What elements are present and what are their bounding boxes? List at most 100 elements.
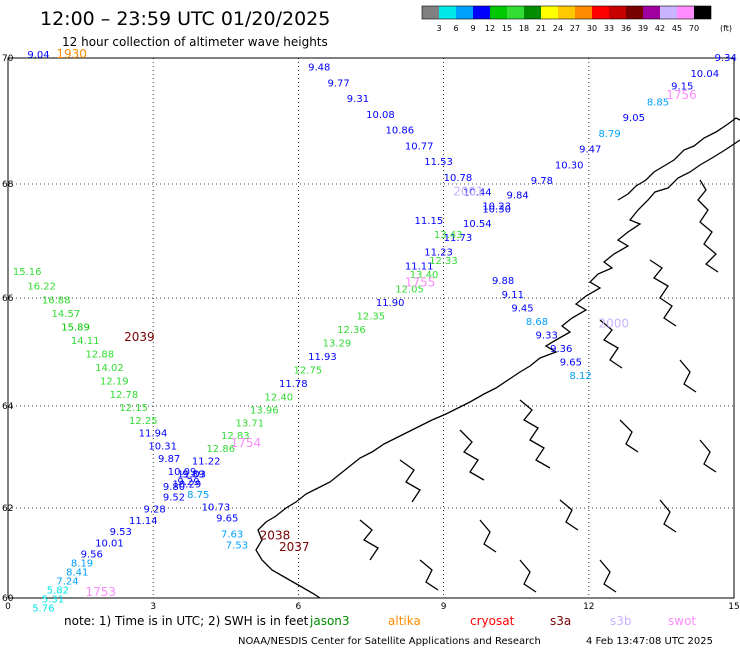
legend-label: 30 bbox=[587, 24, 597, 33]
legend-label: 24 bbox=[553, 24, 563, 33]
wave-height-value: 9.31 bbox=[347, 94, 369, 105]
wave-height-value: 9.05 bbox=[623, 113, 645, 124]
wave-height-value: 9.29 bbox=[177, 477, 199, 488]
legend-label: 18 bbox=[519, 24, 529, 33]
wave-height-value: 10.73 bbox=[202, 502, 231, 513]
legend-swatch bbox=[456, 6, 473, 19]
legend-swatch bbox=[473, 6, 490, 19]
wave-height-value: 12.33 bbox=[429, 256, 458, 267]
wave-height-value: 14.02 bbox=[95, 363, 124, 374]
y-tick-label: 70 bbox=[2, 54, 14, 64]
wave-height-value: 16.22 bbox=[27, 281, 56, 292]
pass-time-label: 1754 bbox=[231, 436, 262, 450]
color-legend: 3 6 9 12 15 18 21 24 27 30 33 36 39 42 45 70 bbox=[421, 5, 712, 33]
legend-label: 15 bbox=[502, 24, 512, 33]
wave-height-value: 10.78 bbox=[444, 173, 473, 184]
wave-height-value: 10.54 bbox=[463, 219, 492, 230]
x-tick-label: 15 bbox=[728, 602, 739, 612]
pass-time-label: 1930 bbox=[56, 47, 87, 61]
map-gridlines bbox=[8, 58, 734, 598]
satellite-altika: altika bbox=[388, 614, 421, 628]
legend-swatch bbox=[524, 6, 541, 19]
wave-height-value: 14.57 bbox=[52, 309, 81, 320]
wave-height-value: 9.65 bbox=[216, 514, 238, 525]
wave-height-value: 11.22 bbox=[192, 457, 221, 468]
legend-swatch bbox=[507, 6, 524, 19]
legend-label: 6 bbox=[453, 24, 458, 33]
wave-height-value: 12.36 bbox=[337, 325, 366, 336]
wave-height-value: 9.87 bbox=[158, 454, 180, 465]
wave-height-value: 11.93 bbox=[308, 352, 337, 363]
wave-height-value: 9.33 bbox=[536, 331, 558, 342]
wave-height-value: 13.40 bbox=[410, 270, 439, 281]
legend-label: 27 bbox=[570, 24, 580, 33]
legend-label: 45 bbox=[672, 24, 682, 33]
wave-height-value: 12.75 bbox=[294, 366, 323, 377]
pass-time-label: 1756 bbox=[666, 88, 697, 102]
pass-time-label: 2000 bbox=[598, 317, 629, 331]
wave-height-value: 9.28 bbox=[144, 505, 166, 516]
legend-label: 3 bbox=[436, 24, 441, 33]
legend-swatch bbox=[575, 6, 592, 19]
legend-label: 39 bbox=[638, 24, 648, 33]
legend-swatch bbox=[694, 6, 711, 19]
wave-height-value: 5.82 bbox=[47, 586, 69, 597]
legend-swatch bbox=[660, 6, 677, 19]
wave-height-value: 11.73 bbox=[444, 233, 473, 244]
satellite-legend: jason3 altika cryosat s3a s3b swot bbox=[309, 614, 696, 628]
wave-height-value: 10.29 bbox=[173, 480, 202, 491]
wave-height-value: 9.11 bbox=[502, 290, 524, 301]
legend-unit: (ft) bbox=[720, 24, 732, 33]
wave-height-value: 10.86 bbox=[386, 126, 415, 137]
legend-swatch bbox=[592, 6, 609, 19]
pass-time-label: 2001 bbox=[453, 184, 484, 198]
legend-label: 9 bbox=[470, 24, 475, 33]
wave-height-value: 9.52 bbox=[163, 492, 185, 503]
x-tick-label: 3 bbox=[150, 602, 156, 612]
wave-height-value: 11.53 bbox=[424, 157, 453, 168]
pass-time-label: 2038 bbox=[260, 529, 291, 543]
wave-height-value: 12.78 bbox=[110, 390, 139, 401]
y-tick-label: 66 bbox=[2, 294, 14, 304]
legend-swatch bbox=[422, 6, 439, 19]
legend-label: 42 bbox=[655, 24, 665, 33]
legend-swatch bbox=[490, 6, 507, 19]
wave-height-value: 7.24 bbox=[56, 577, 78, 588]
satellite-jason3: jason3 bbox=[309, 614, 350, 628]
x-tick-label: 6 bbox=[296, 602, 302, 612]
wave-height-value: 9.47 bbox=[579, 145, 601, 156]
wave-height-value: 10.77 bbox=[405, 141, 434, 152]
wave-height-value: 9.56 bbox=[81, 550, 103, 561]
footer-timestamp: 4 Feb 13:47:08 UTC 2025 bbox=[586, 636, 713, 647]
coastline-norway bbox=[255, 117, 740, 599]
footer-credit: NOAA/NESDIS Center for Satellite Applica… bbox=[238, 636, 541, 647]
wave-height-value: 16.88 bbox=[42, 295, 71, 306]
x-tick-label: 12 bbox=[583, 602, 594, 612]
note-text: note: 1) Time is in UTC; 2) SWH is in fe… bbox=[64, 614, 309, 628]
legend-swatch bbox=[609, 6, 626, 19]
wave-height-value: 9.53 bbox=[110, 527, 132, 538]
wave-height-value: 10.30 bbox=[555, 160, 584, 171]
wave-height-value: 8.19 bbox=[71, 559, 93, 570]
wave-height-value: 13.43 bbox=[434, 230, 463, 241]
wave-height-value: 11.78 bbox=[279, 379, 308, 390]
legend-swatch bbox=[677, 6, 694, 19]
wave-height-value: 8.68 bbox=[526, 317, 548, 328]
wave-height-value: 12.05 bbox=[395, 284, 424, 295]
wave-height-value: 9.45 bbox=[511, 304, 533, 315]
y-tick-label: 64 bbox=[2, 402, 14, 412]
wave-height-value: 5.31 bbox=[42, 595, 64, 606]
satellite-s3b: s3b bbox=[610, 614, 632, 628]
y-tick-label: 60 bbox=[2, 594, 14, 604]
wave-height-value: 10.09 bbox=[168, 467, 197, 478]
wave-height-value: 12.40 bbox=[265, 393, 294, 404]
legend-swatch bbox=[643, 6, 660, 19]
wave-height-value: 8.12 bbox=[569, 371, 591, 382]
wave-height-value: 9.15 bbox=[671, 82, 693, 93]
wave-height-value: 12.88 bbox=[85, 349, 114, 360]
wave-height-value: 10.44 bbox=[463, 187, 492, 198]
wave-height-value: 8.41 bbox=[66, 568, 88, 579]
legend-label: 12 bbox=[485, 24, 495, 33]
